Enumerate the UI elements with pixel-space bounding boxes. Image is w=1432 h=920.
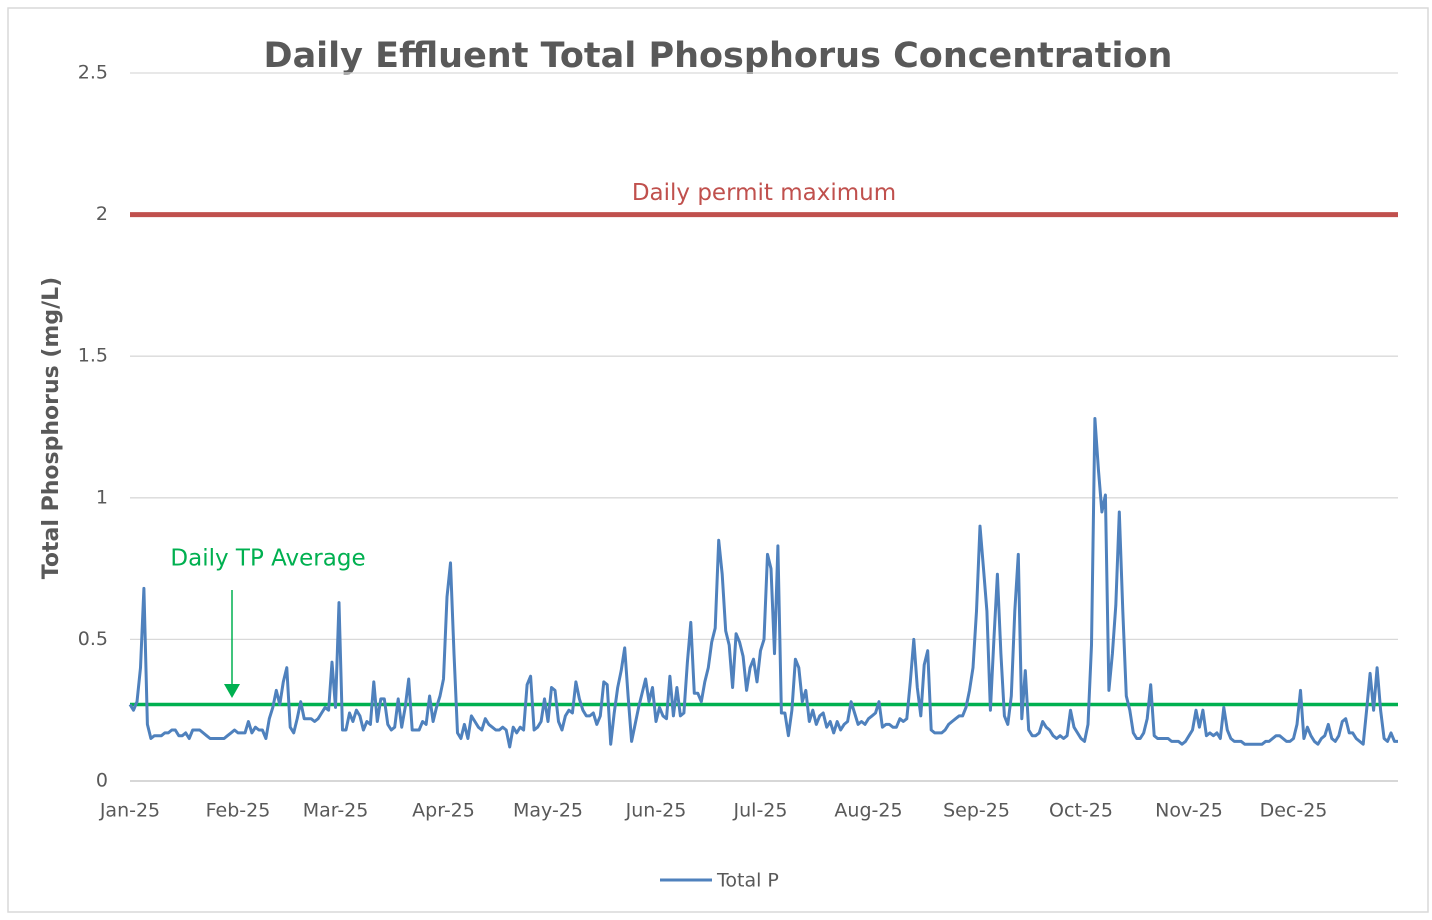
x-tick-label: Aug-25 (834, 800, 902, 822)
y-tick-label: 2.5 (78, 62, 108, 84)
y-axis-label: Total Phosphorus (mg/L) (39, 277, 64, 579)
reference-label: Daily TP Average (170, 546, 365, 572)
chart-title: Daily Effluent Total Phosphorus Concentr… (264, 36, 1173, 76)
y-tick-label: 2 (96, 203, 108, 225)
x-tick-label: Nov-25 (1155, 800, 1223, 822)
x-tick-label: Jan-25 (99, 800, 160, 822)
legend-label: Total P (716, 870, 779, 892)
y-tick-label: 0 (96, 770, 108, 792)
x-tick-label: Jul-25 (733, 800, 788, 822)
x-tick-label: Feb-25 (206, 800, 271, 822)
reference-label: Daily permit maximum (632, 180, 896, 206)
x-tick-label: Sep-25 (943, 800, 1010, 822)
x-tick-label: Oct-25 (1049, 800, 1113, 822)
x-tick-label: May-25 (513, 800, 583, 822)
y-tick-label: 1.5 (78, 345, 108, 367)
y-tick-label: 0.5 (78, 628, 108, 650)
x-tick-label: Apr-25 (412, 800, 475, 822)
annotation-arrowhead (224, 684, 240, 698)
y-tick-label: 1 (96, 486, 108, 508)
x-tick-label: Jun-25 (625, 800, 687, 822)
chart-border (7, 7, 1429, 913)
data-line (128, 417, 1398, 749)
x-tick-label: Mar-25 (303, 800, 369, 822)
x-tick-label: Dec-25 (1260, 800, 1328, 822)
